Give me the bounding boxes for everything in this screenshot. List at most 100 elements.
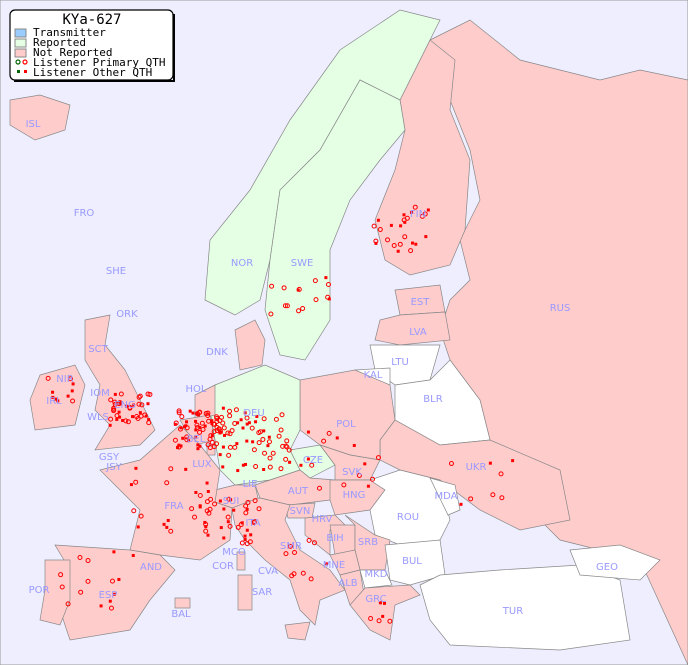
listener-primary-marker	[499, 495, 505, 501]
listener-other-marker	[352, 443, 356, 447]
listener-primary-marker	[125, 419, 131, 425]
label-hng: HNG	[343, 490, 366, 501]
listener-primary-marker	[376, 618, 382, 624]
listener-primary-marker	[387, 618, 393, 624]
listener-primary-marker	[273, 416, 279, 422]
listener-primary-marker	[138, 513, 144, 519]
listener-other-marker	[219, 526, 223, 530]
label-deu: DEU	[243, 408, 264, 419]
listener-primary-marker	[244, 415, 250, 421]
listener-primary-marker	[284, 444, 290, 450]
listener-other-marker	[99, 604, 103, 608]
label-fro: FRO	[74, 208, 95, 219]
listener-primary-marker	[172, 437, 178, 443]
listener-primary-marker	[325, 282, 331, 288]
listener-other-marker	[306, 430, 310, 434]
listener-other-marker	[194, 490, 198, 494]
listener-other-marker	[324, 276, 328, 280]
listener-primary-marker	[296, 308, 302, 314]
listener-other-marker	[378, 601, 382, 605]
listener-other-marker	[184, 467, 188, 471]
listener-primary-marker	[204, 508, 210, 514]
listener-primary-marker	[316, 485, 322, 491]
listener-primary-marker	[291, 571, 297, 577]
label-eng: ENG	[114, 400, 136, 411]
listener-primary-marker	[283, 443, 289, 449]
listener-primary-marker	[251, 447, 257, 453]
listener-other-marker	[162, 522, 166, 526]
listener-other-marker	[232, 508, 236, 512]
listener-primary-marker	[281, 285, 287, 291]
listener-primary-marker	[207, 436, 213, 442]
country-mkd	[359, 569, 393, 589]
listener-other-marker	[424, 235, 428, 239]
label-dnk: DNK	[206, 347, 228, 358]
listener-primary-marker	[371, 223, 377, 229]
listener-other-marker	[226, 520, 230, 524]
label-wls: WLS	[87, 412, 109, 423]
listener-primary-marker	[226, 496, 232, 502]
listener-primary-marker	[268, 311, 274, 317]
listener-other-marker	[56, 399, 60, 403]
country-grc	[349, 584, 421, 641]
country-pol	[299, 369, 396, 461]
listener-primary-marker	[176, 410, 182, 416]
listener-primary-marker	[267, 455, 273, 461]
label-mne: MNE	[323, 560, 345, 571]
listener-primary-marker	[325, 294, 331, 300]
listener-primary-marker	[112, 401, 118, 407]
listener-other-marker	[296, 288, 300, 292]
listener-other-marker	[194, 428, 198, 432]
label-sct: SCT	[88, 344, 108, 355]
listener-other-marker	[203, 424, 207, 428]
listener-other-marker	[196, 447, 200, 451]
listener-primary-marker	[209, 439, 215, 445]
country-irl	[29, 364, 86, 431]
listener-other-marker	[194, 435, 198, 439]
listener-primary-marker	[109, 578, 115, 584]
country-lva	[374, 311, 451, 346]
listener-primary-marker	[377, 226, 383, 232]
listener-primary-marker	[78, 589, 84, 595]
listener-primary-marker	[59, 584, 65, 590]
listener-other-marker	[221, 465, 225, 469]
listener-primary-marker	[204, 499, 210, 505]
label-por: POR	[29, 585, 50, 596]
listener-primary-marker	[221, 425, 227, 431]
label-irl: IRL	[46, 396, 62, 407]
listener-primary-marker	[199, 420, 205, 426]
listener-primary-marker	[245, 499, 251, 505]
listener-primary-marker	[498, 471, 504, 477]
label-ita: ITA	[245, 518, 260, 529]
listener-other-marker	[121, 419, 125, 423]
label-bul: BUL	[402, 556, 422, 567]
listener-primary-marker	[269, 283, 275, 289]
listener-other-marker	[255, 414, 259, 418]
legend-primary-reported-icon	[15, 59, 21, 65]
listener-primary-marker	[194, 422, 200, 428]
listener-other-marker	[363, 462, 367, 466]
listener-other-marker	[112, 592, 116, 596]
listener-other-marker	[185, 420, 189, 424]
listener-other-marker	[262, 467, 266, 471]
listener-other-marker	[108, 599, 112, 603]
listener-primary-marker	[286, 447, 292, 453]
listener-primary-marker	[306, 537, 312, 543]
legend-swatch-not-reported	[14, 48, 27, 58]
listener-other-marker	[381, 614, 385, 618]
listener-other-marker	[131, 554, 135, 558]
label-lux: LUX	[192, 459, 211, 470]
listener-other-marker	[112, 550, 116, 554]
country-isl	[9, 94, 71, 141]
listener-other-marker	[241, 463, 245, 467]
label-mkd: MKD	[365, 569, 388, 580]
country-nor	[204, 9, 441, 316]
label-bal: BAL	[171, 609, 191, 620]
listener-primary-marker	[136, 394, 142, 400]
listener-primary-marker	[490, 492, 496, 498]
label-she: SHE	[106, 266, 126, 277]
listener-other-marker	[399, 224, 403, 228]
listener-primary-marker	[168, 528, 174, 534]
